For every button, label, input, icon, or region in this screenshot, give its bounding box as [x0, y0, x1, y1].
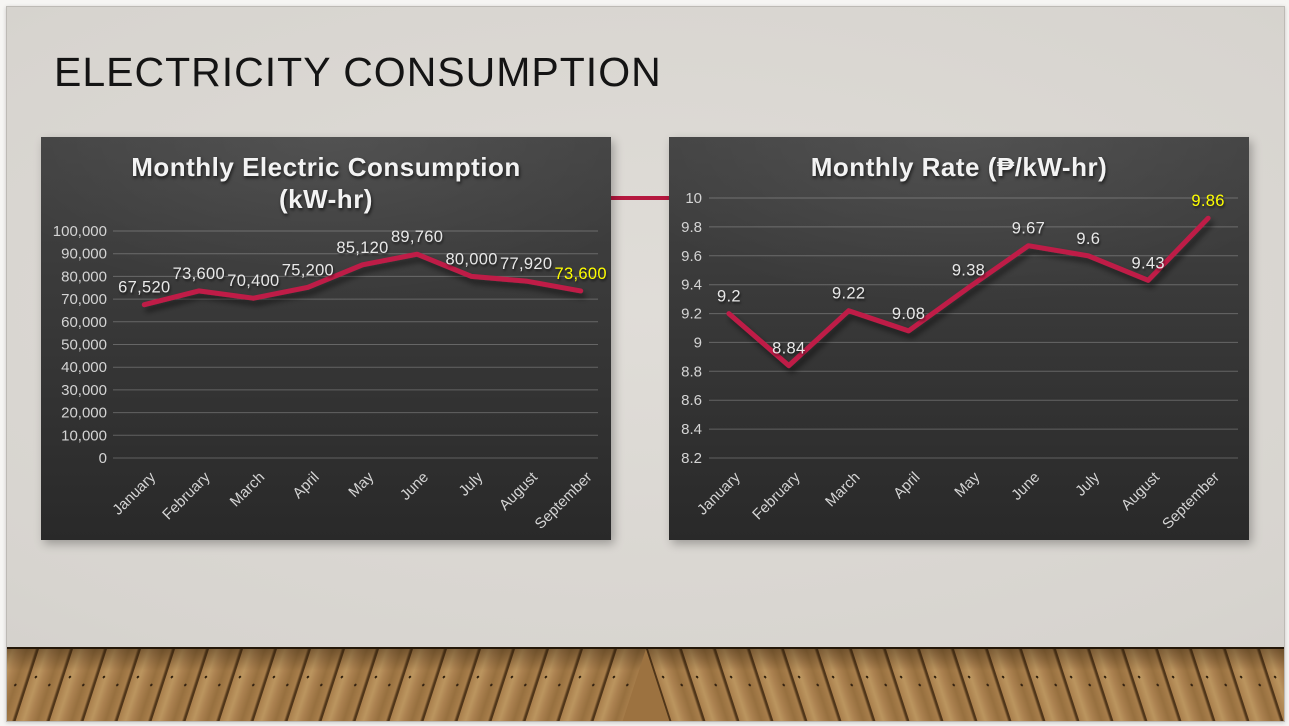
category-label: August	[496, 468, 542, 514]
axis-tick-label: 80,000	[61, 268, 107, 285]
category-label: February	[159, 468, 214, 523]
axis-tick-label: 10,000	[61, 427, 107, 444]
axis-tick-label: 10	[685, 190, 702, 207]
data-point-label: 9.22	[832, 285, 865, 303]
data-point-label: 77,920	[500, 255, 552, 273]
rate-chart[interactable]: 8.2 8.4 8.6 8.8 9 9.2 9.4 9.6 9.8 10 January Februa…	[669, 137, 1249, 540]
axis-tick-label: 0	[99, 450, 107, 467]
axis-tick-label: 40,000	[61, 359, 107, 376]
category-label: April	[289, 469, 322, 502]
category-label: April	[890, 469, 923, 502]
data-point-label: 89,760	[391, 228, 443, 246]
axis-tick-label: 70,000	[61, 291, 107, 308]
data-point-label: 80,000	[445, 250, 497, 268]
data-point-label: 9.2	[717, 288, 741, 306]
data-point-label: 9.67	[1012, 220, 1045, 238]
axis-tick-label: 9.2	[681, 306, 702, 323]
category-label: July	[456, 468, 487, 499]
series-line	[726, 215, 1211, 369]
category-label: July	[1072, 468, 1103, 499]
wood-floor	[7, 647, 1284, 721]
data-point-label: 9.43	[1132, 254, 1165, 272]
consumption-chart-title-line1: Monthly Electric Consumption	[131, 152, 521, 182]
category-label: January	[694, 468, 744, 518]
slide: ELECTRICITY CONSUMPTION 0 10,000 20,000 30,…	[6, 6, 1285, 722]
category-label: June	[1008, 469, 1043, 504]
category-label: March	[227, 469, 268, 510]
data-point-label: 85,120	[336, 239, 388, 257]
axis-tick-label: 60,000	[61, 314, 107, 331]
series-line	[141, 251, 584, 308]
axis-tick-label: 30,000	[61, 382, 107, 399]
data-point-label: 8.84	[772, 340, 805, 358]
category-label: January	[109, 468, 159, 518]
rate-chart-title: Monthly Rate (₱/kW-hr)	[810, 152, 1108, 182]
axis-tick-label: 8.6	[681, 392, 702, 409]
chart-connector-line	[607, 196, 673, 200]
category-label: September	[1159, 469, 1223, 533]
category-label: August	[1118, 468, 1164, 514]
category-label: May	[345, 468, 377, 500]
data-point-label: 73,600	[173, 265, 225, 283]
axis-tick-label: 8.4	[681, 421, 702, 438]
axis-tick-label: 90,000	[61, 246, 107, 263]
slide-title: ELECTRICITY CONSUMPTION	[54, 49, 662, 95]
consumption-chart-title-line2: (kW-hr)	[279, 184, 373, 214]
axis-tick-label: 100,000	[53, 223, 107, 240]
axis-tick-label: 8.8	[681, 363, 702, 380]
consumption-chart-title: Monthly Electric Consumption (kW-hr)	[41, 151, 611, 215]
data-point-label: 9.38	[952, 262, 985, 280]
consumption-chart[interactable]: 0 10,000 20,000 30,000 40,000 50,000 60,000 70,…	[41, 137, 611, 540]
category-label: February	[749, 468, 804, 523]
data-point-label: 75,200	[282, 261, 334, 279]
category-label: May	[951, 468, 983, 500]
data-point-label: 73,600	[555, 265, 607, 283]
axis-tick-label: 9.8	[681, 219, 702, 236]
category-label: September	[532, 469, 596, 533]
axis-tick-label: 9	[694, 334, 702, 351]
axis-tick-label: 9.6	[681, 248, 702, 265]
rate-chart-plot: 8.2 8.4 8.6 8.8 9 9.2 9.4 9.6 9.8 10 January Februa…	[681, 190, 1238, 533]
data-point-label: 9.86	[1191, 192, 1224, 210]
axis-tick-label: 9.4	[681, 277, 702, 294]
wood-floor-right-planks	[645, 649, 1284, 721]
data-point-label: 70,400	[227, 272, 279, 290]
axis-tick-label: 8.2	[681, 450, 702, 467]
data-point-label: 9.6	[1076, 230, 1100, 248]
data-point-label: 67,520	[118, 279, 170, 297]
consumption-chart-plot: 0 10,000 20,000 30,000 40,000 50,000 60,000 70,…	[53, 223, 607, 533]
axis-tick-label: 20,000	[61, 405, 107, 422]
wood-floor-left-planks	[7, 649, 646, 721]
axis-tick-label: 50,000	[61, 337, 107, 354]
category-label: March	[822, 469, 863, 510]
data-point-label: 9.08	[892, 305, 925, 323]
category-label: June	[397, 469, 432, 504]
